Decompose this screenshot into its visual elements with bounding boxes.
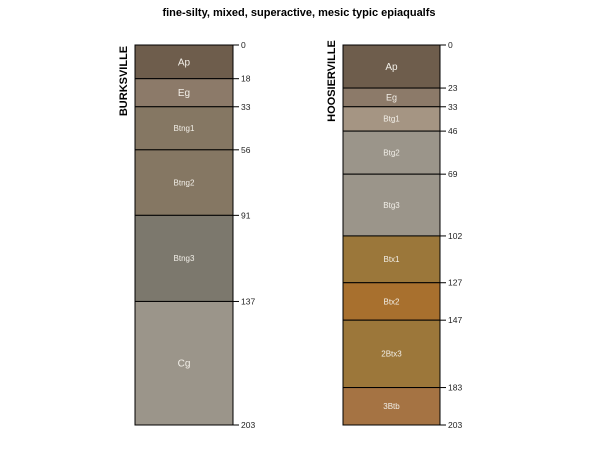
depth-tick-label: 203: [241, 420, 255, 430]
horizon-label: Eg: [178, 88, 190, 99]
depth-tick-label: 127: [448, 278, 462, 288]
depth-tick-label: 183: [448, 383, 462, 393]
depth-tick-label: 0: [241, 40, 246, 50]
horizon-btg3: [342, 173, 441, 237]
profile-burksville: Ap Eg Btng1 Btng2 Btng3 Cg 0 18 33 56 91 137 203 BURK…: [118, 40, 255, 430]
profile-name: HOOSIERVILLE: [326, 40, 338, 122]
horizon-label: Btx2: [383, 297, 400, 306]
depth-tick-label: 147: [448, 315, 462, 325]
depth-tick-label: 46: [448, 126, 458, 136]
depth-tick-label: 137: [241, 296, 255, 306]
horizon-label: Btg1: [383, 115, 400, 124]
horizon-btx1: [342, 235, 441, 284]
horizon-label: Eg: [386, 93, 397, 103]
horizon-ap: [134, 44, 234, 80]
depth-tick-label: 203: [448, 420, 462, 430]
depth-tick-label: 23: [448, 83, 458, 93]
chart-title: fine-silty, mixed, superactive, mesic ty…: [162, 7, 435, 19]
depth-tick-label: 0: [448, 40, 453, 50]
horizon-2btx3: [342, 319, 441, 389]
horizon-label: Ap: [178, 57, 191, 68]
horizon-label: Btng3: [174, 254, 195, 263]
profiles-group: Ap Eg Btng1 Btng2 Btng3 Cg 0 18 33 56 91 137 203 BURK…: [118, 40, 462, 430]
horizon-ap: [342, 44, 441, 89]
depth-tick-label: 18: [241, 74, 251, 84]
horizon-btng1: [134, 106, 234, 151]
horizon-label: Cg: [178, 359, 191, 370]
horizon-btng3: [134, 214, 234, 302]
horizon-cg: [134, 300, 234, 426]
depth-tick-label: 69: [448, 169, 458, 179]
horizon-label: Btx1: [383, 255, 400, 264]
horizon-3btb: [342, 387, 441, 426]
depth-tick-label: 56: [241, 145, 251, 155]
horizon-label: Btg2: [383, 148, 400, 157]
horizon-label: Btng1: [174, 124, 195, 133]
profile-name: BURKSVILLE: [118, 46, 130, 116]
horizon-btg2: [342, 130, 441, 175]
depth-tick-label: 91: [241, 210, 251, 220]
horizon-btng2: [134, 149, 234, 216]
horizon-label: Btg3: [383, 201, 400, 210]
depth-tick-label: 102: [448, 231, 462, 241]
depth-tick-label: 33: [448, 102, 458, 112]
profile-hoosierville: Ap Eg Btg1 Btg2 Btg3 Btx1 Btx2 2Btx3 3Btb 0 23 33 46…: [326, 40, 462, 430]
depth-tick-label: 33: [241, 102, 251, 112]
horizon-btx2: [342, 282, 441, 321]
horizon-label: 3Btb: [383, 402, 400, 411]
horizon-label: Btng2: [174, 178, 195, 187]
horizon-eg: [134, 78, 234, 108]
horizon-label: Ap: [385, 62, 398, 73]
horizon-label: 2Btx3: [381, 350, 402, 359]
